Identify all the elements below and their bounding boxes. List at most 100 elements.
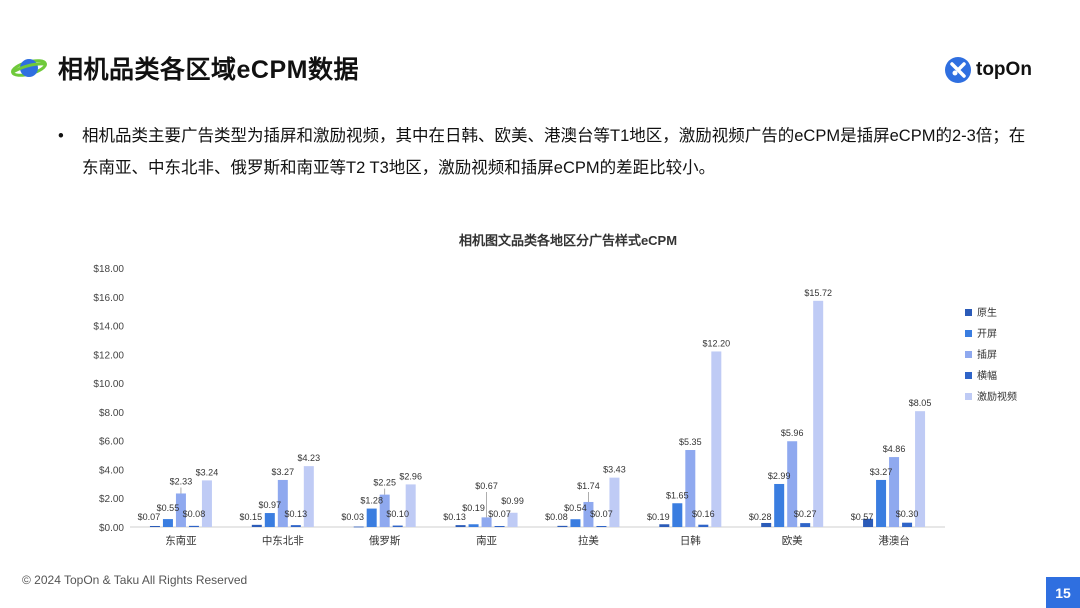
bar xyxy=(863,518,874,527)
bar xyxy=(659,524,670,527)
legend-label: 插屏 xyxy=(977,348,997,361)
data-label: $8.05 xyxy=(909,398,932,408)
y-tick-label: $16.00 xyxy=(93,293,124,304)
data-label: $0.16 xyxy=(692,509,715,519)
x-tick-label: 拉美 xyxy=(578,534,599,547)
data-label: $1.28 xyxy=(360,496,383,506)
bar xyxy=(455,525,466,527)
data-label: $0.19 xyxy=(647,512,670,522)
x-tick-label: 日韩 xyxy=(680,534,701,547)
bar xyxy=(570,519,581,527)
bar xyxy=(353,526,364,528)
legend-swatch xyxy=(965,330,972,337)
data-label: $0.27 xyxy=(794,509,817,519)
data-label: $0.97 xyxy=(259,500,282,510)
data-label: $0.07 xyxy=(590,509,613,519)
data-label: $15.72 xyxy=(804,288,832,298)
bar xyxy=(787,441,798,527)
bar xyxy=(672,503,683,527)
data-label: $0.07 xyxy=(488,509,511,519)
bar xyxy=(468,524,479,527)
bar xyxy=(494,525,505,527)
bar xyxy=(915,411,926,527)
page-number: 15 xyxy=(1046,577,1080,608)
data-label: $0.15 xyxy=(240,512,263,522)
bar xyxy=(711,351,722,527)
legend-label: 开屏 xyxy=(977,328,997,340)
bar xyxy=(392,525,403,527)
bar xyxy=(149,525,160,527)
x-tick-label: 南亚 xyxy=(476,534,497,547)
data-label: $1.65 xyxy=(666,490,689,500)
data-label: $0.03 xyxy=(341,512,364,522)
x-tick-label: 俄罗斯 xyxy=(369,534,401,547)
bar xyxy=(813,300,824,527)
bar xyxy=(800,523,811,527)
legend-label: 横幅 xyxy=(977,369,997,382)
bullet-text: 相机品类主要广告类型为插屏和激励视频，其中在日韩、欧美、港澳台等T1地区，激励视… xyxy=(82,127,1026,177)
data-label: $5.96 xyxy=(781,428,804,438)
bar xyxy=(277,479,288,527)
bar xyxy=(481,517,492,527)
bar xyxy=(596,525,607,527)
data-label: $0.13 xyxy=(443,512,466,522)
data-label: $0.28 xyxy=(749,512,772,522)
x-tick-label: 东南亚 xyxy=(165,534,197,547)
bar xyxy=(264,513,275,527)
data-label: $0.99 xyxy=(501,496,524,506)
bar xyxy=(876,479,887,527)
bar xyxy=(379,494,390,527)
data-label: $2.96 xyxy=(399,471,422,481)
legend-label: 激励视频 xyxy=(977,390,1017,403)
y-tick-label: $2.00 xyxy=(99,494,124,505)
data-label: $0.55 xyxy=(157,503,180,513)
title-bar: 相机品类各区域eCPM数据 xyxy=(10,50,359,86)
bar xyxy=(251,524,262,527)
legend-swatch xyxy=(965,309,972,316)
bullet-dot: • xyxy=(58,127,64,145)
planet-icon xyxy=(11,59,47,77)
x-tick-label: 中东北非 xyxy=(262,534,304,547)
y-tick-label: $12.00 xyxy=(93,350,124,361)
data-label: $1.74 xyxy=(577,481,600,491)
bar xyxy=(188,525,199,527)
page-title: 相机品类各区域eCPM数据 xyxy=(58,56,359,84)
data-label: $4.23 xyxy=(298,453,321,463)
data-label: $2.33 xyxy=(170,476,193,486)
bar xyxy=(902,522,913,527)
bar xyxy=(162,519,173,527)
data-label: $3.27 xyxy=(272,467,295,477)
data-label: $3.43 xyxy=(603,465,626,475)
y-tick-label: $10.00 xyxy=(93,379,124,390)
bar xyxy=(698,524,709,527)
y-tick-label: $18.00 xyxy=(93,264,124,275)
y-tick-label: $14.00 xyxy=(93,322,124,333)
y-tick-label: $0.00 xyxy=(99,523,124,534)
copyright: © 2024 TopOn & Taku All Rights Reserved xyxy=(22,573,248,587)
data-label: $2.99 xyxy=(768,471,791,481)
data-label: $0.10 xyxy=(386,509,409,519)
topon-logo-icon xyxy=(945,57,971,83)
chart-title: 相机图文品类各地区分广告样式eCPM xyxy=(459,233,677,248)
bar xyxy=(201,480,212,527)
brand-name: topOn xyxy=(976,59,1032,80)
bar xyxy=(774,483,785,527)
bar xyxy=(557,525,568,527)
bar xyxy=(303,466,314,527)
brand-logo: topOn xyxy=(944,56,1032,84)
legend-swatch xyxy=(965,351,972,358)
y-tick-label: $8.00 xyxy=(99,408,124,419)
data-label: $0.13 xyxy=(285,509,308,519)
bar xyxy=(366,508,377,527)
bullet-point: • 相机品类主要广告类型为插屏和激励视频，其中在日韩、欧美、港澳台等T1地区，激… xyxy=(58,120,1038,184)
y-tick-label: $6.00 xyxy=(99,437,124,448)
data-label: $0.67 xyxy=(475,481,498,491)
legend-label: 原生 xyxy=(977,306,997,319)
bar xyxy=(405,484,416,527)
data-label: $5.35 xyxy=(679,437,702,447)
y-tick-label: $4.00 xyxy=(99,465,124,476)
data-label: $0.08 xyxy=(545,512,568,522)
data-label: $4.86 xyxy=(883,444,906,454)
